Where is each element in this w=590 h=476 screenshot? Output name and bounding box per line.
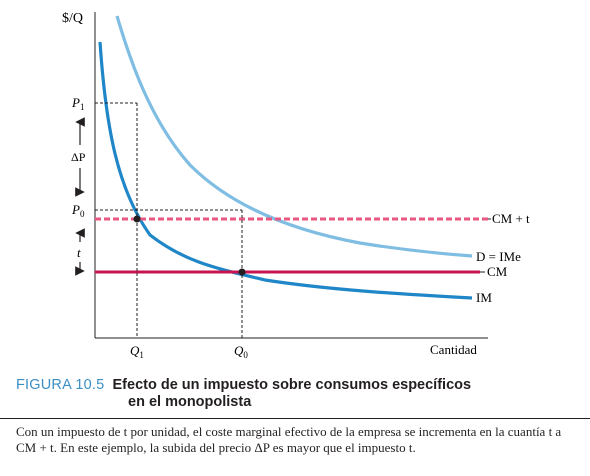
x-axis-label: Cantidad xyxy=(430,342,477,357)
figure-caption-title: FIGURA 10.5 Efecto de un impuesto sobre … xyxy=(16,377,586,411)
q1-label: Q1 xyxy=(130,343,144,360)
p0-label: P0 xyxy=(71,202,85,219)
equilibrium-point-with-tax xyxy=(133,215,141,223)
figure-title-line1: Efecto de un impuesto sobre consumos esp… xyxy=(112,377,472,393)
caption-divider xyxy=(0,418,590,419)
y-axis-label: $/Q xyxy=(62,11,83,26)
delta-p-label: ΔP xyxy=(71,150,86,164)
im-label: IM xyxy=(476,290,492,305)
cm-plus-t-label: CM + t xyxy=(492,211,530,226)
p1-label: P1 xyxy=(71,95,84,112)
marginal-revenue-curve xyxy=(98,41,473,300)
equilibrium-point-no-tax xyxy=(238,268,246,276)
figure-number: FIGURA 10.5 xyxy=(16,377,105,393)
q0-label: Q0 xyxy=(234,343,248,360)
monopoly-tax-diagram: $/Q P1 P0 ΔP t Q1 Q0 Cantidad CM + t D =… xyxy=(62,11,530,360)
cm-label: CM xyxy=(487,264,508,279)
figure-caption-body: Con un impuesto de t por unidad, el cost… xyxy=(16,424,562,455)
demand-label: D = IMe xyxy=(476,249,521,264)
figure-title-line2: en el monopolista xyxy=(128,394,252,410)
t-label: t xyxy=(77,245,81,260)
demand-curve xyxy=(115,15,473,258)
